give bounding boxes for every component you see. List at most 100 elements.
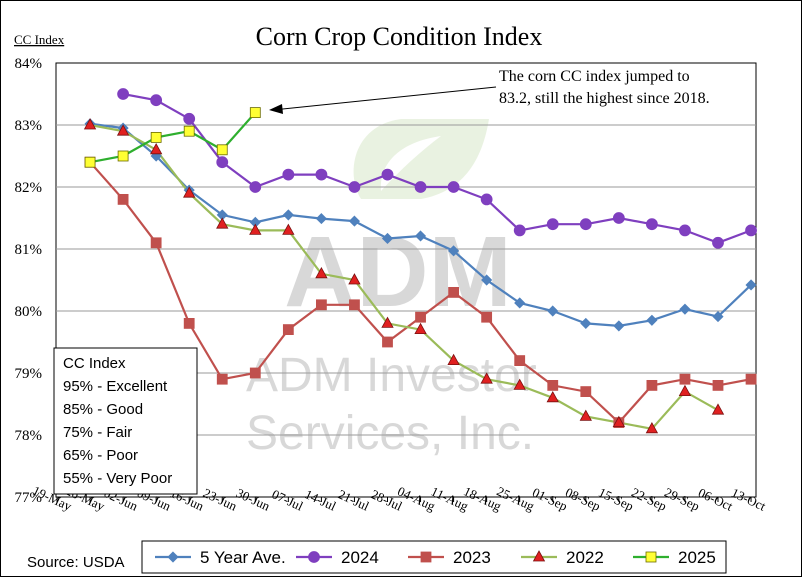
- point-2023: [249, 367, 261, 379]
- point-2022: [480, 372, 493, 384]
- point-2022: [612, 415, 626, 428]
- y-tick-labels: 77% 78% 79% 80% 81% 82% 83% 84%: [15, 56, 43, 506]
- x-tick-label: 06-Oct: [696, 485, 735, 514]
- point-2024: [480, 193, 493, 206]
- point-5-year-ave: [514, 297, 526, 309]
- point-2023: [150, 237, 162, 249]
- series-line-2025: [89, 111, 257, 164]
- point-5-year-ave: [282, 209, 294, 221]
- point-2023: [514, 355, 526, 367]
- point-2022: [183, 186, 196, 198]
- point-2025: [150, 131, 162, 143]
- legend-marker-2024: [308, 551, 320, 563]
- x-tick-label: 13-Oct: [729, 485, 768, 514]
- series-markers: [83, 88, 757, 434]
- point-5-year-ave: [745, 279, 757, 291]
- watermark-line-2: Services, Inc.: [246, 407, 534, 460]
- point-2023: [448, 286, 460, 298]
- point-2024: [315, 168, 328, 181]
- point-2024: [216, 156, 229, 169]
- key-item-fair: 75% - Fair: [63, 424, 132, 441]
- point-2023: [349, 299, 360, 311]
- point-5-year-ave: [679, 303, 691, 315]
- point-2022: [83, 118, 97, 130]
- y-tick-label: 80%: [15, 304, 43, 320]
- point-2022: [711, 403, 725, 415]
- point-2025: [249, 107, 261, 118]
- point-2022: [645, 421, 659, 434]
- legend: 5 Year Ave. 2024 2023 2022 2025: [155, 548, 716, 567]
- x-tick-label: 21-Jul: [336, 486, 372, 513]
- annotation-line-1: The corn CC index jumped to: [499, 68, 690, 85]
- key-item-excellent: 95% - Excellent: [63, 378, 168, 395]
- point-2024: [249, 181, 262, 193]
- y-tick-label: 82%: [15, 180, 43, 196]
- legend-label-2022: 2022: [566, 548, 604, 567]
- plot-area: [55, 62, 757, 498]
- point-2022: [678, 384, 692, 397]
- source-note: Source: USDA: [27, 554, 125, 571]
- y-tick-label: 84%: [15, 56, 43, 72]
- point-2023: [216, 373, 228, 385]
- key-item-good: 85% - Good: [63, 401, 143, 418]
- point-2022: [513, 378, 526, 390]
- annotation-line-2: 83.2, still the highest since 2018.: [499, 90, 710, 107]
- cc-index-key-box: CC Index 95% - Excellent 85% - Good 75% …: [53, 347, 198, 495]
- key-title: CC Index: [63, 355, 126, 372]
- x-tick-label: 07-Jul: [270, 486, 306, 513]
- point-2022: [249, 223, 262, 235]
- legend-marker-2022: [532, 550, 546, 562]
- point-2024: [150, 94, 163, 107]
- x-tick-label: 23-Jun: [201, 485, 240, 514]
- point-5-year-ave: [315, 213, 327, 225]
- point-5-year-ave: [580, 317, 592, 329]
- point-2023: [282, 324, 294, 336]
- x-tick-label: 22-Sep: [629, 485, 669, 514]
- y-tick-label: 78%: [15, 428, 43, 444]
- point-2024: [414, 181, 427, 193]
- point-2025: [216, 144, 228, 156]
- point-2024: [712, 236, 724, 249]
- point-2024: [447, 181, 460, 193]
- point-5-year-ave: [348, 215, 361, 227]
- point-5-year-ave: [646, 314, 658, 326]
- point-2022: [381, 316, 394, 328]
- series-line-2022: [89, 123, 719, 430]
- key-item-poor: 65% - Poor: [63, 447, 138, 464]
- point-2025: [84, 156, 96, 168]
- legend-marker-2023: [420, 551, 432, 563]
- point-2022: [216, 217, 229, 229]
- point-2024: [745, 224, 757, 237]
- point-5-year-ave: [712, 311, 724, 323]
- x-tick-label: 01-Sep: [530, 485, 570, 514]
- annotation-arrow: [272, 86, 497, 111]
- legend-label-5-year-ave: 5 Year Ave.: [200, 548, 286, 567]
- point-2022: [149, 142, 163, 155]
- point-2024: [348, 181, 361, 193]
- point-2023: [679, 373, 691, 385]
- point-2023: [382, 336, 393, 348]
- chart-title: Corn Crop Condition Index: [256, 22, 543, 51]
- point-2024: [381, 168, 394, 181]
- point-2022: [414, 322, 427, 335]
- point-2022: [447, 353, 460, 366]
- watermark-line-1: ADM Investor: [246, 349, 537, 402]
- y-tick-label: 77%: [15, 490, 43, 506]
- x-tick-label: 29-Sep: [662, 485, 702, 514]
- point-2024: [513, 224, 526, 237]
- point-2024: [646, 218, 658, 231]
- x-tick-label: 14-Jul: [303, 486, 339, 513]
- point-2023: [712, 379, 724, 391]
- x-tick-label: 30-Jun: [234, 485, 273, 514]
- x-tick-label: 08-Sep: [563, 485, 603, 514]
- point-2024: [183, 112, 196, 125]
- legend-marker-5-year-ave: [167, 551, 179, 563]
- point-2023: [580, 386, 592, 398]
- point-2024: [282, 168, 295, 181]
- y-axis-label: CC Index: [14, 32, 65, 47]
- y-tick-label: 83%: [15, 118, 43, 134]
- point-5-year-ave: [448, 245, 460, 257]
- point-2024: [612, 212, 625, 224]
- point-2023: [315, 299, 327, 311]
